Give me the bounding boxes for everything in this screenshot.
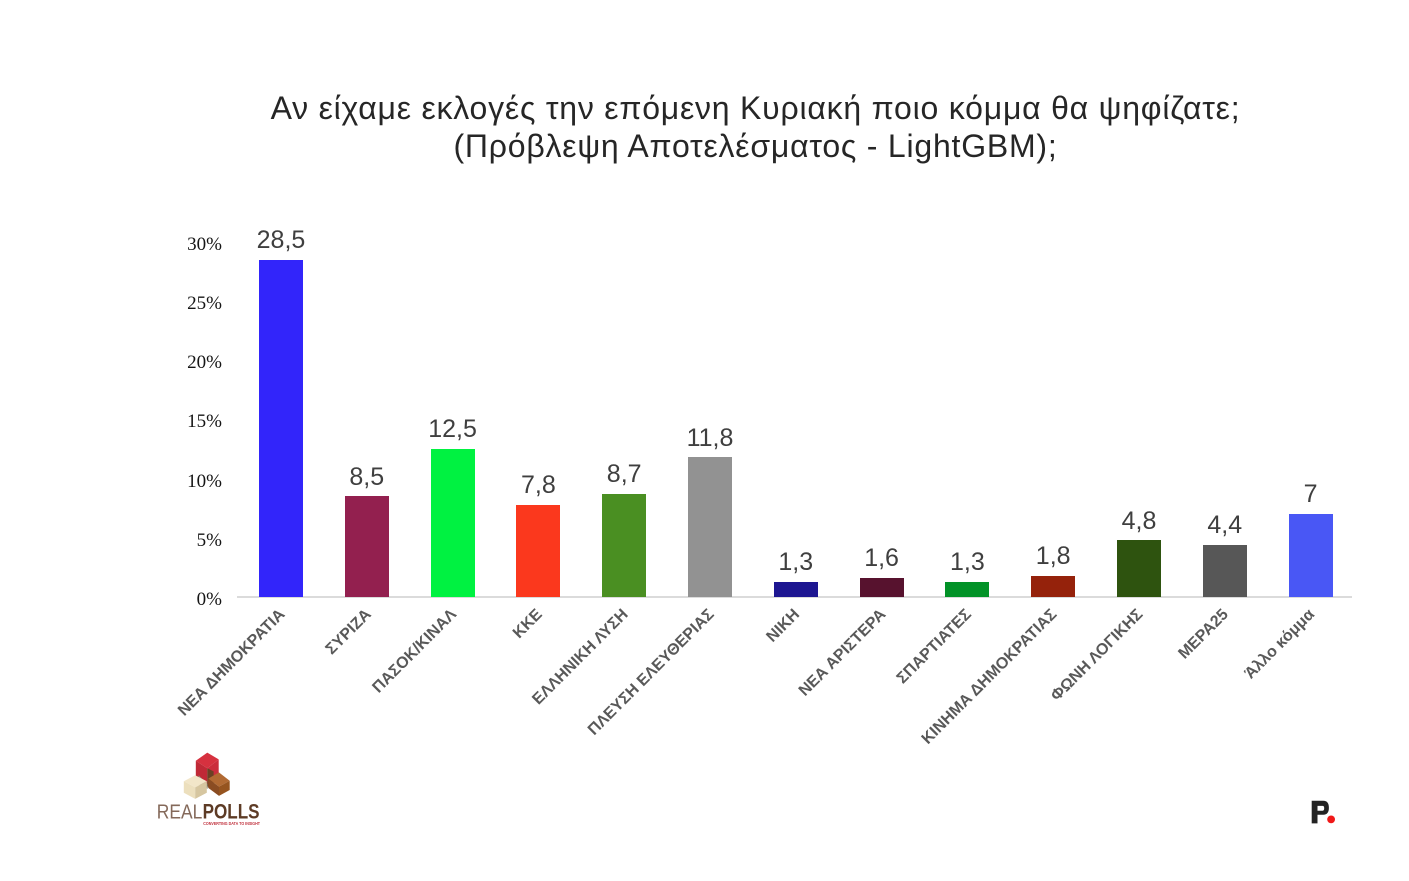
svg-text:POLLS: POLLS: [203, 801, 260, 824]
svg-text:REAL: REAL: [157, 802, 203, 824]
svg-text:CONVERTING DATA TO INSIGHT: CONVERTING DATA TO INSIGHT: [203, 821, 260, 826]
